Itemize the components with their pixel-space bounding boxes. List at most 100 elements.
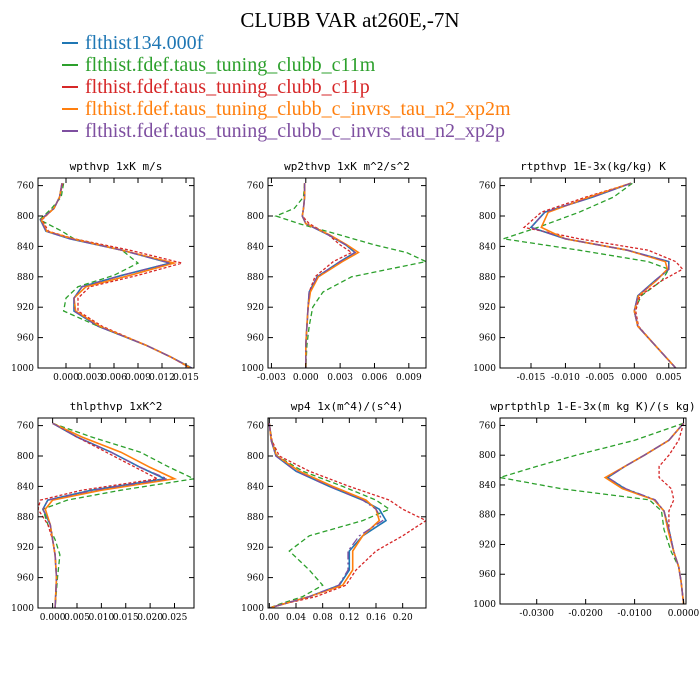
legend-label: flthist.fdef.taus_tuning_clubb_c11m bbox=[85, 54, 376, 76]
legend: flthist134.000f flthist.fdef.taus_tuning… bbox=[62, 32, 511, 142]
chart-panel: wpthvp 1xK m/s 760 800 840 880 920 960 1000 0.00… bbox=[11, 160, 199, 383]
x-tick-label: -0.015 bbox=[517, 373, 546, 383]
series-line bbox=[606, 422, 685, 604]
y-tick-label: 800 bbox=[17, 452, 34, 462]
legend-label: flthist.fdef.taus_tuning_clubb_c_invrs_t… bbox=[85, 120, 505, 142]
y-tick-label: 840 bbox=[247, 482, 264, 492]
y-tick-label: 920 bbox=[247, 303, 264, 313]
y-tick-label: 880 bbox=[247, 273, 264, 283]
x-tick-label: 0.015 bbox=[173, 373, 199, 383]
chart-title: wpthvp 1xK m/s bbox=[70, 160, 163, 173]
figure-title: CLUBB VAR at260E,-7N bbox=[240, 8, 460, 32]
chart-panel: thlpthvp 1xK^2 760 800 840 880 920 960 1000 0.00… bbox=[11, 400, 195, 623]
series-line bbox=[268, 423, 391, 608]
legend-label: flthist134.000f bbox=[85, 32, 204, 54]
series-line bbox=[268, 423, 381, 608]
y-tick-label: 760 bbox=[479, 182, 496, 192]
y-tick-label: 800 bbox=[247, 452, 264, 462]
x-tick-label: 0.000 bbox=[40, 613, 66, 623]
x-tick-label: -0.005 bbox=[585, 373, 614, 383]
x-tick-label: -0.0300 bbox=[519, 609, 554, 619]
legend-swatch bbox=[62, 64, 78, 66]
series-line bbox=[268, 423, 384, 608]
x-tick-label: 0.08 bbox=[313, 613, 333, 623]
x-tick-label: 0.000 bbox=[621, 373, 647, 383]
series-line bbox=[658, 423, 685, 604]
x-tick-label: 0.009 bbox=[396, 373, 422, 383]
y-tick-label: 840 bbox=[17, 242, 34, 252]
series-line bbox=[500, 422, 685, 604]
plot-frame bbox=[37, 417, 195, 609]
y-tick-label: 760 bbox=[17, 182, 34, 192]
y-tick-label: 960 bbox=[17, 574, 34, 584]
y-tick-label: 880 bbox=[247, 513, 264, 523]
x-tick-label: -0.003 bbox=[257, 373, 286, 383]
x-tick-label: 0.015 bbox=[113, 613, 139, 623]
y-tick-label: 920 bbox=[247, 543, 264, 553]
series-line bbox=[268, 423, 388, 608]
series-line bbox=[38, 183, 192, 368]
y-tick-label: 760 bbox=[247, 422, 264, 432]
y-tick-label: 760 bbox=[17, 422, 34, 432]
chart-panel: wp4 1x(m^4)/(s^4)76080084088092096010000… bbox=[241, 400, 427, 623]
series-line bbox=[606, 422, 685, 604]
y-tick-label: 1000 bbox=[11, 604, 34, 614]
chart-title: wp4 1x(m^4)/(s^4) bbox=[291, 400, 404, 413]
x-tick-label: 0.04 bbox=[286, 613, 306, 623]
y-tick-label: 960 bbox=[479, 334, 496, 344]
y-tick-label: 1000 bbox=[473, 600, 496, 610]
y-tick-label: 920 bbox=[17, 543, 34, 553]
y-tick-label: 800 bbox=[17, 212, 34, 222]
y-tick-label: 880 bbox=[479, 511, 496, 521]
y-tick-label: 920 bbox=[17, 303, 34, 313]
y-tick-label: 840 bbox=[479, 242, 496, 252]
x-tick-label: 0.025 bbox=[162, 613, 188, 623]
x-tick-label: 0.00 bbox=[259, 613, 279, 623]
y-tick-label: 920 bbox=[479, 540, 496, 550]
legend-item: flthist.fdef.taus_tuning_clubb_c11m bbox=[62, 54, 511, 76]
chart-title: rtpthvp 1E-3x(kg/kg) K bbox=[520, 160, 666, 173]
x-tick-label: 0.003 bbox=[327, 373, 353, 383]
x-tick-label: 0.005 bbox=[656, 373, 682, 383]
legend-item: flthist.fdef.taus_tuning_clubb_c_invrs_t… bbox=[62, 98, 511, 120]
chart-title: thlpthvp 1xK^2 bbox=[70, 400, 163, 413]
series-line bbox=[42, 422, 170, 608]
series-line bbox=[40, 183, 192, 368]
chart-title: wprtpthlp 1-E-3x(m kg K)/(s kg) bbox=[490, 400, 695, 413]
legend-label: flthist.fdef.taus_tuning_clubb_c11p bbox=[85, 76, 370, 98]
y-tick-label: 880 bbox=[17, 513, 34, 523]
x-tick-label: 0.12 bbox=[339, 613, 359, 623]
series-line bbox=[301, 183, 353, 368]
y-tick-label: 960 bbox=[247, 574, 264, 584]
chart-panel: rtpthvp 1E-3x(kg/kg) K 760 800 840 880 920 960… bbox=[473, 160, 687, 383]
series-line bbox=[42, 422, 168, 608]
plot-frame bbox=[37, 177, 195, 369]
x-tick-label: 0.010 bbox=[88, 613, 114, 623]
series-line bbox=[540, 182, 677, 368]
x-tick-label: 0.003 bbox=[77, 373, 103, 383]
plot-frame bbox=[499, 417, 687, 605]
chart-panel: wprtpthlp 1-E-3x(m kg K)/(s kg) 760 800 840… bbox=[473, 400, 699, 619]
y-tick-label: 1000 bbox=[241, 604, 264, 614]
x-tick-label: 0.0000 bbox=[668, 609, 700, 619]
y-tick-label: 840 bbox=[479, 481, 496, 491]
series-line bbox=[39, 183, 192, 368]
chart-panel: wp2thvp 1xK m^2/s^2 760 800 840 880 920 960 100… bbox=[241, 160, 427, 383]
y-tick-label: 1000 bbox=[473, 364, 496, 374]
chart-title: wp2thvp 1xK m^2/s^2 bbox=[284, 160, 410, 173]
x-tick-label: 0.16 bbox=[366, 613, 386, 623]
plot-frame bbox=[267, 417, 427, 609]
y-tick-label: 1000 bbox=[11, 364, 34, 374]
series-line bbox=[42, 422, 194, 608]
y-tick-label: 880 bbox=[479, 273, 496, 283]
y-tick-label: 1000 bbox=[241, 364, 264, 374]
x-tick-label: 0.20 bbox=[393, 613, 413, 623]
series-line bbox=[268, 423, 426, 608]
legend-swatch bbox=[62, 86, 78, 88]
x-tick-label: 0.000 bbox=[293, 373, 319, 383]
y-tick-label: 920 bbox=[479, 303, 496, 313]
x-tick-label: 0.009 bbox=[125, 373, 151, 383]
legend-swatch bbox=[62, 42, 78, 44]
legend-item: flthist134.000f bbox=[62, 32, 511, 54]
